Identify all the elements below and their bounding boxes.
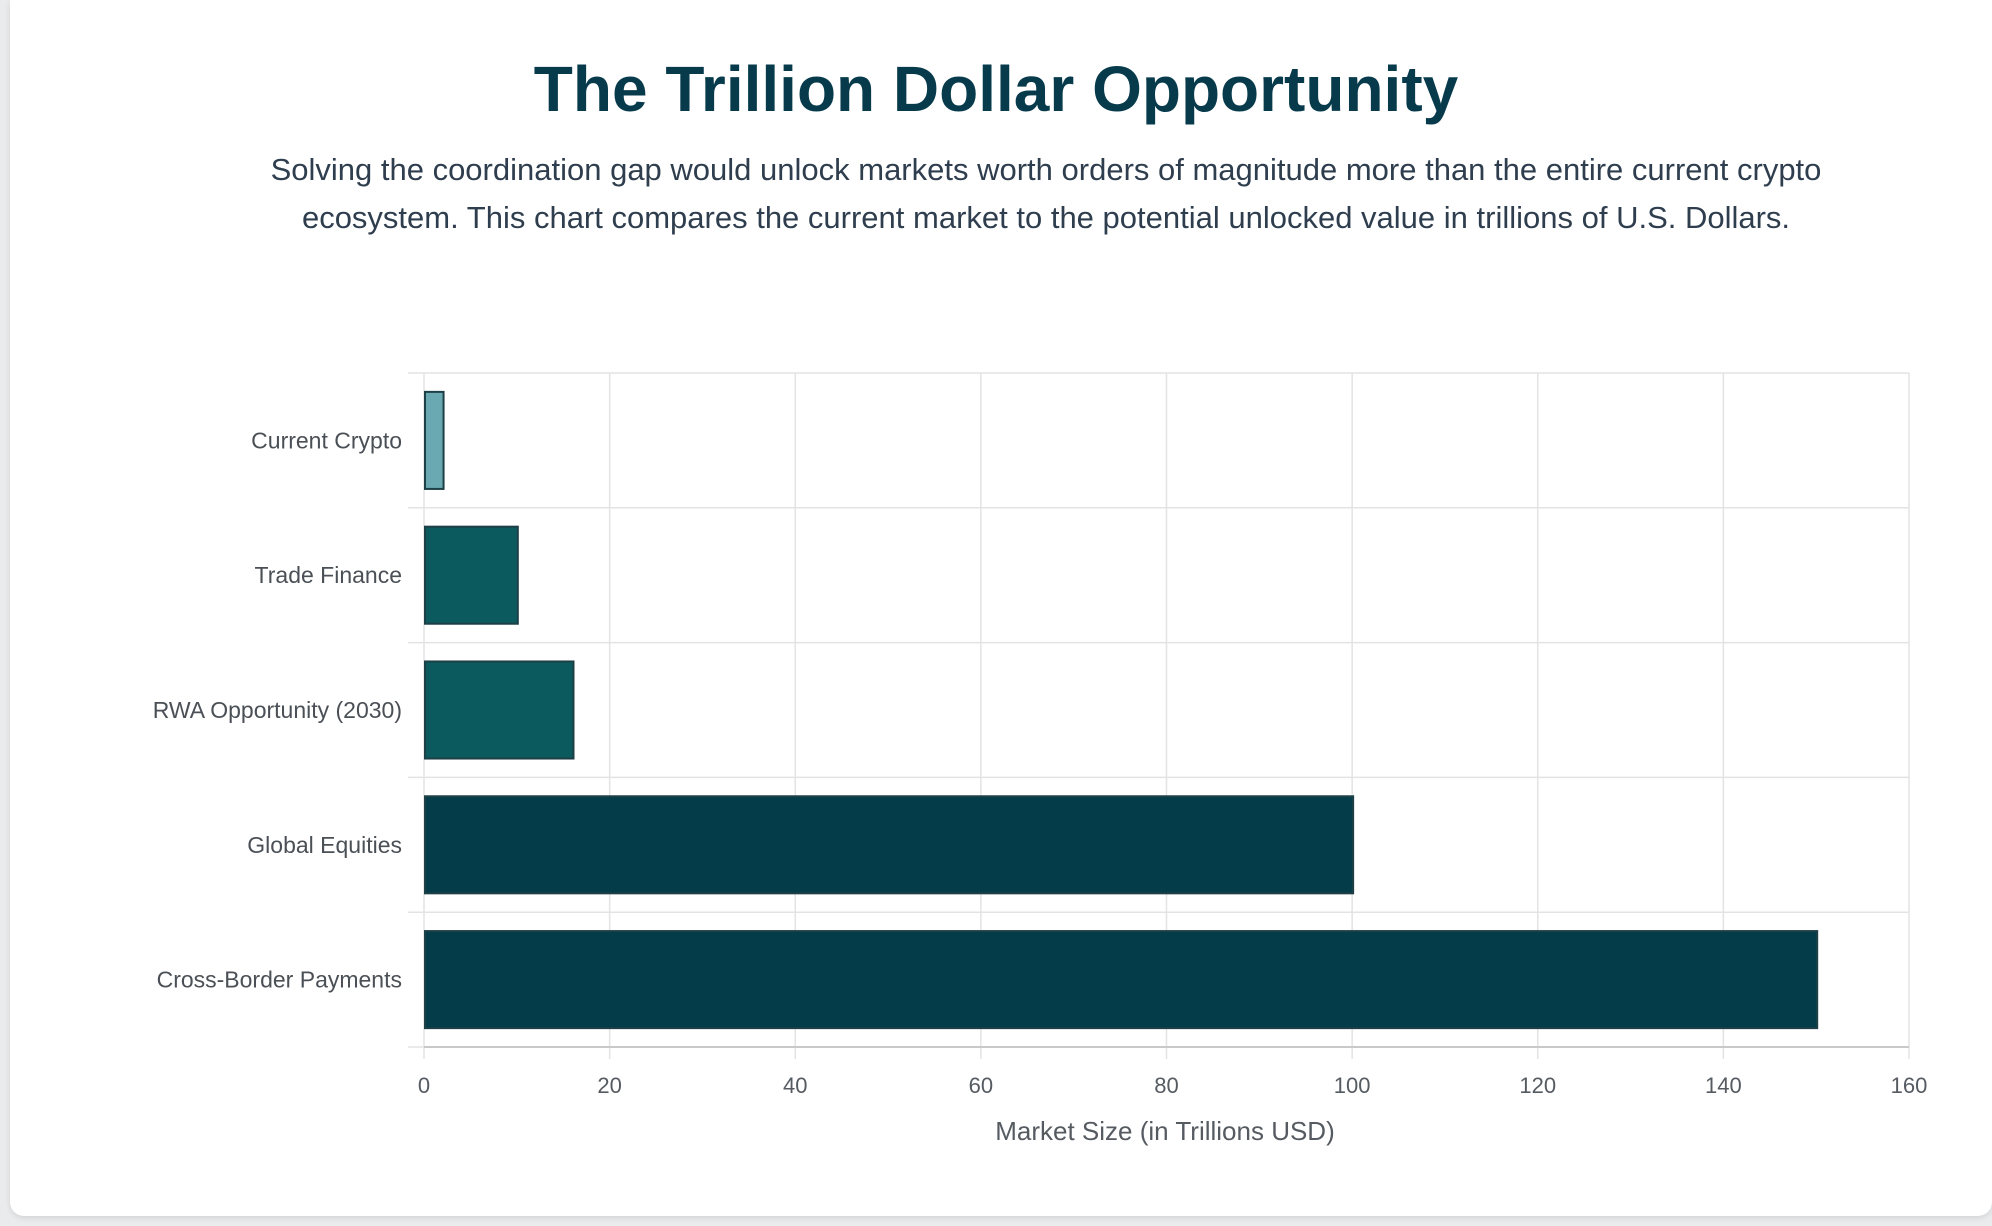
bar-cross-border-payments[interactable] — [424, 930, 1819, 1030]
y-category-label: RWA Opportunity (2030) — [153, 697, 402, 723]
x-tick-label: 120 — [1519, 1073, 1556, 1098]
x-tick-label: 160 — [1891, 1073, 1928, 1098]
x-tick-label: 80 — [1154, 1073, 1178, 1098]
y-category-label: Current Crypto — [251, 427, 402, 453]
x-tick-label: 140 — [1705, 1073, 1742, 1098]
x-axis-title: Market Size (in Trillions USD) — [995, 1116, 1335, 1146]
x-tick-label: 60 — [969, 1073, 993, 1098]
chart-bars — [424, 390, 1819, 1030]
page-title: The Trillion Dollar Opportunity — [533, 53, 1459, 125]
x-tick-label: 0 — [418, 1073, 430, 1098]
y-category-label: Global Equities — [247, 832, 402, 858]
bar-current-crypto[interactable] — [424, 390, 445, 490]
chart-card: The Trillion Dollar Opportunity Solving … — [10, 0, 1992, 1216]
y-category-label: Cross-Border Payments — [157, 967, 402, 993]
chart-description: Solving the coordination gap would unloc… — [270, 152, 1822, 235]
bar-global-equities[interactable] — [424, 795, 1355, 895]
x-tick-label: 40 — [783, 1073, 807, 1098]
bar-trade-finance[interactable] — [424, 525, 519, 625]
x-tick-label: 20 — [597, 1073, 621, 1098]
bar-chart: 0 20 40 60 80 100 120 140 160 Current Crypto Trade… — [153, 372, 1928, 1146]
y-category-label: Trade Finance — [255, 562, 402, 588]
bar-rwa-opportunity-2030[interactable] — [424, 660, 575, 760]
x-tick-label: 100 — [1334, 1073, 1371, 1098]
chart-labels: 0 20 40 60 80 100 120 140 160 Current Crypto Trade… — [153, 427, 1928, 1098]
